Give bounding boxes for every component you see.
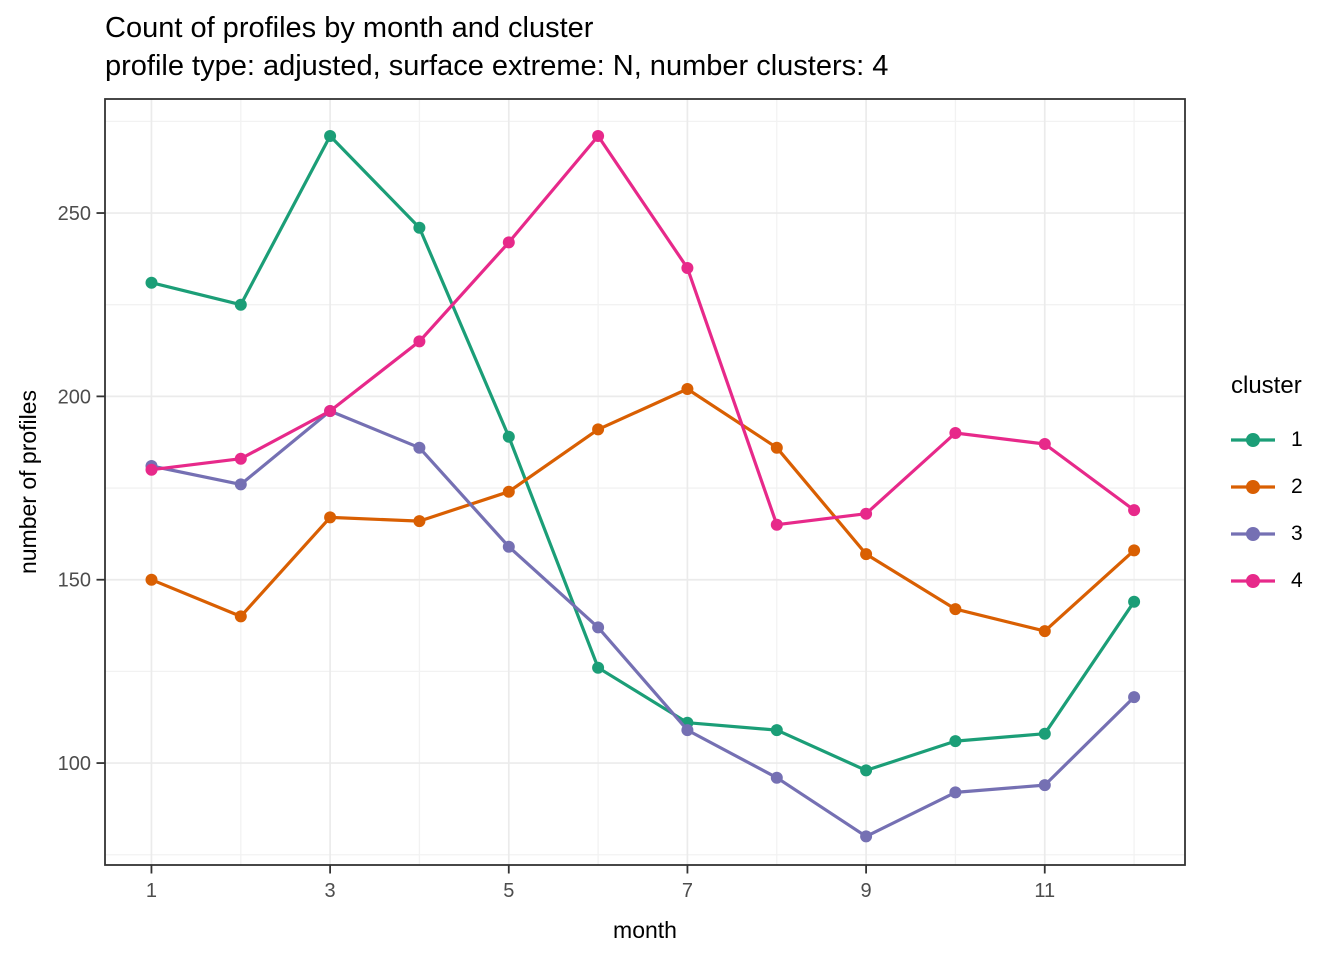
- legend-item-cluster-2: 2: [1231, 463, 1303, 510]
- data-point-cluster-3: [949, 786, 962, 799]
- data-point-cluster-1: [413, 221, 426, 234]
- legend-label: 3: [1291, 521, 1303, 545]
- data-point-cluster-4: [413, 335, 426, 348]
- data-point-cluster-2: [1128, 544, 1141, 557]
- chart-title: Count of profiles by month and cluster: [105, 12, 594, 44]
- data-point-cluster-1: [324, 130, 337, 142]
- legend-key-dot: [1246, 573, 1260, 588]
- data-point-cluster-1: [949, 735, 962, 748]
- data-point-cluster-4: [502, 236, 515, 249]
- data-point-cluster-3: [770, 771, 783, 784]
- data-point-cluster-3: [681, 724, 694, 737]
- x-tick-label: 7: [682, 880, 693, 902]
- data-point-cluster-3: [592, 621, 605, 634]
- data-point-cluster-1: [770, 724, 783, 737]
- data-point-cluster-2: [681, 383, 694, 395]
- data-point-cluster-4: [1128, 504, 1141, 517]
- data-point-cluster-1: [234, 298, 247, 311]
- data-point-cluster-4: [145, 463, 158, 476]
- x-axis-title: month: [613, 917, 677, 943]
- legend-label: 4: [1291, 568, 1303, 592]
- y-axis-title: number of profiles: [15, 390, 41, 574]
- data-point-cluster-2: [502, 485, 515, 498]
- series-line-4: [151, 134, 1136, 527]
- x-tick-label: 5: [503, 880, 514, 902]
- data-point-cluster-4: [324, 405, 337, 417]
- data-point-cluster-3: [234, 478, 247, 491]
- data-point-cluster-2: [592, 423, 605, 436]
- legend-key-icon: [1231, 526, 1275, 541]
- data-point-cluster-1: [145, 276, 158, 289]
- grid-layer: [105, 99, 1185, 865]
- series-line-3: [151, 409, 1136, 839]
- data-point-cluster-3: [1128, 691, 1141, 704]
- legend-label: 1: [1291, 427, 1303, 451]
- data-point-cluster-2: [413, 515, 426, 528]
- data-point-cluster-2: [949, 603, 962, 616]
- data-point-cluster-1: [502, 430, 515, 443]
- legend-key-icon: [1231, 479, 1275, 494]
- series-line-2: [150, 387, 1136, 633]
- legend: cluster 1 2 3 4: [1231, 372, 1303, 604]
- x-tick-label: 3: [325, 880, 336, 902]
- data-point-cluster-4: [770, 518, 783, 531]
- series-line-1: [151, 134, 1136, 773]
- legend-label: 2: [1291, 474, 1303, 498]
- panel-frame: [104, 98, 1186, 866]
- legend-items: 1 2 3 4: [1231, 416, 1303, 604]
- data-point-cluster-3: [413, 441, 426, 454]
- data-point-cluster-3: [1038, 779, 1051, 792]
- data-point-cluster-2: [145, 573, 158, 586]
- legend-key-dot: [1246, 479, 1260, 494]
- legend-item-cluster-1: 1: [1231, 416, 1303, 463]
- legend-title: cluster: [1231, 372, 1302, 399]
- data-point-cluster-2: [770, 441, 783, 454]
- legend-key-dot: [1246, 432, 1260, 447]
- data-point-cluster-2: [324, 511, 337, 524]
- legend-key-icon: [1231, 432, 1275, 447]
- x-tick-label: 1: [146, 880, 157, 902]
- x-tick-label: 11: [1034, 880, 1055, 902]
- panel-border: [104, 98, 1186, 866]
- legend-key-icon: [1231, 573, 1275, 588]
- data-point-cluster-4: [592, 130, 605, 142]
- data-point-cluster-4: [949, 427, 962, 439]
- y-tick-label: 200: [58, 386, 91, 408]
- data-point-cluster-4: [1038, 438, 1051, 450]
- data-point-cluster-3: [860, 830, 873, 843]
- chart-subtitle: profile type: adjusted, surface extreme:…: [105, 50, 889, 82]
- x-tick-label: 9: [861, 880, 872, 902]
- data-point-cluster-1: [1038, 727, 1051, 740]
- data-point-cluster-2: [860, 548, 873, 561]
- data-point-cluster-1: [860, 764, 873, 777]
- y-tick-label: 100: [58, 753, 91, 775]
- data-point-cluster-4: [234, 452, 247, 465]
- data-point-cluster-3: [502, 540, 515, 553]
- data-point-cluster-4: [681, 262, 694, 274]
- series-layer: [145, 130, 1141, 843]
- data-point-cluster-2: [1038, 625, 1051, 638]
- legend-item-cluster-3: 3: [1231, 510, 1303, 557]
- legend-item-cluster-4: 4: [1231, 557, 1303, 604]
- y-tick-label: 150: [58, 570, 91, 592]
- data-point-cluster-2: [234, 610, 247, 623]
- data-point-cluster-1: [1128, 595, 1141, 608]
- axis-layer: 1 3 5 7 9 11 100 150 200 250: [58, 203, 1056, 902]
- y-tick-label: 250: [58, 203, 91, 225]
- data-point-cluster-4: [860, 507, 873, 520]
- legend-key-dot: [1246, 526, 1260, 541]
- data-point-cluster-1: [592, 661, 605, 674]
